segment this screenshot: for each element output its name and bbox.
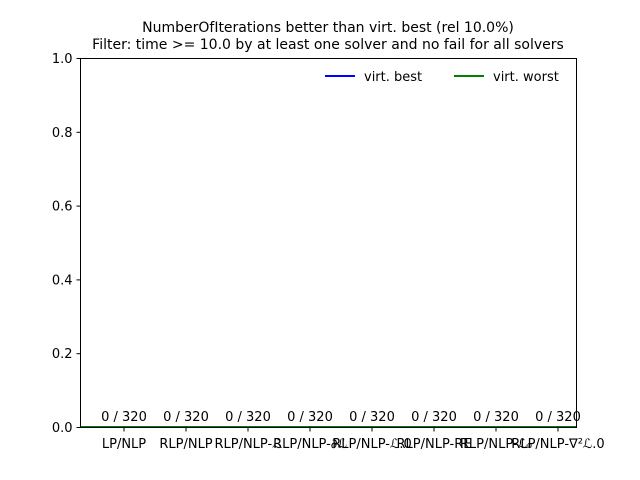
- y-tick-label: 0.2: [52, 347, 73, 362]
- y-tick-label: 0.6: [52, 200, 73, 215]
- legend: virt. best virt. worst: [325, 70, 559, 85]
- y-tick-label: 0.0: [52, 421, 73, 436]
- bar-data-label: 0 / 320: [349, 410, 395, 425]
- chart-title: NumberOfIterations better than virt. bes…: [142, 20, 514, 36]
- bar-data-label: 0 / 320: [473, 410, 519, 425]
- legend-label: virt. best: [364, 70, 422, 85]
- x-tick-label: RLP/NLP-∂ℒ: [273, 437, 347, 452]
- bar-data-label: 0 / 320: [535, 410, 581, 425]
- x-tick-label: RLP/NLP-ℒ.0: [332, 437, 411, 452]
- x-tick-label: RLP/NLP-ℒ: [214, 437, 281, 452]
- plot-frame: [80, 58, 577, 428]
- y-tick-label: 1.0: [52, 52, 73, 67]
- bar-data-label: 0 / 320: [163, 410, 209, 425]
- bar-data-label: 0 / 320: [101, 410, 147, 425]
- x-tick-label: RLP/NLP-RE: [397, 437, 472, 452]
- bar-data-label: 0 / 320: [287, 410, 333, 425]
- y-tick-label: 0.8: [52, 126, 73, 141]
- x-tick-label: LP/NLP: [102, 437, 146, 452]
- x-tick-label: RLP/NLP-∇²ℒ.0: [511, 437, 604, 452]
- y-tick-label: 0.4: [52, 273, 73, 288]
- x-tick-label: RLP/NLP: [159, 437, 212, 452]
- x-tick-label: RLP/NLP-ℒ₀: [460, 437, 532, 452]
- bar-data-label: 0 / 320: [225, 410, 271, 425]
- chart-subtitle: Filter: time >= 10.0 by at least one sol…: [92, 37, 564, 53]
- bar-data-label: 0 / 320: [411, 410, 457, 425]
- legend-label: virt. worst: [493, 70, 559, 85]
